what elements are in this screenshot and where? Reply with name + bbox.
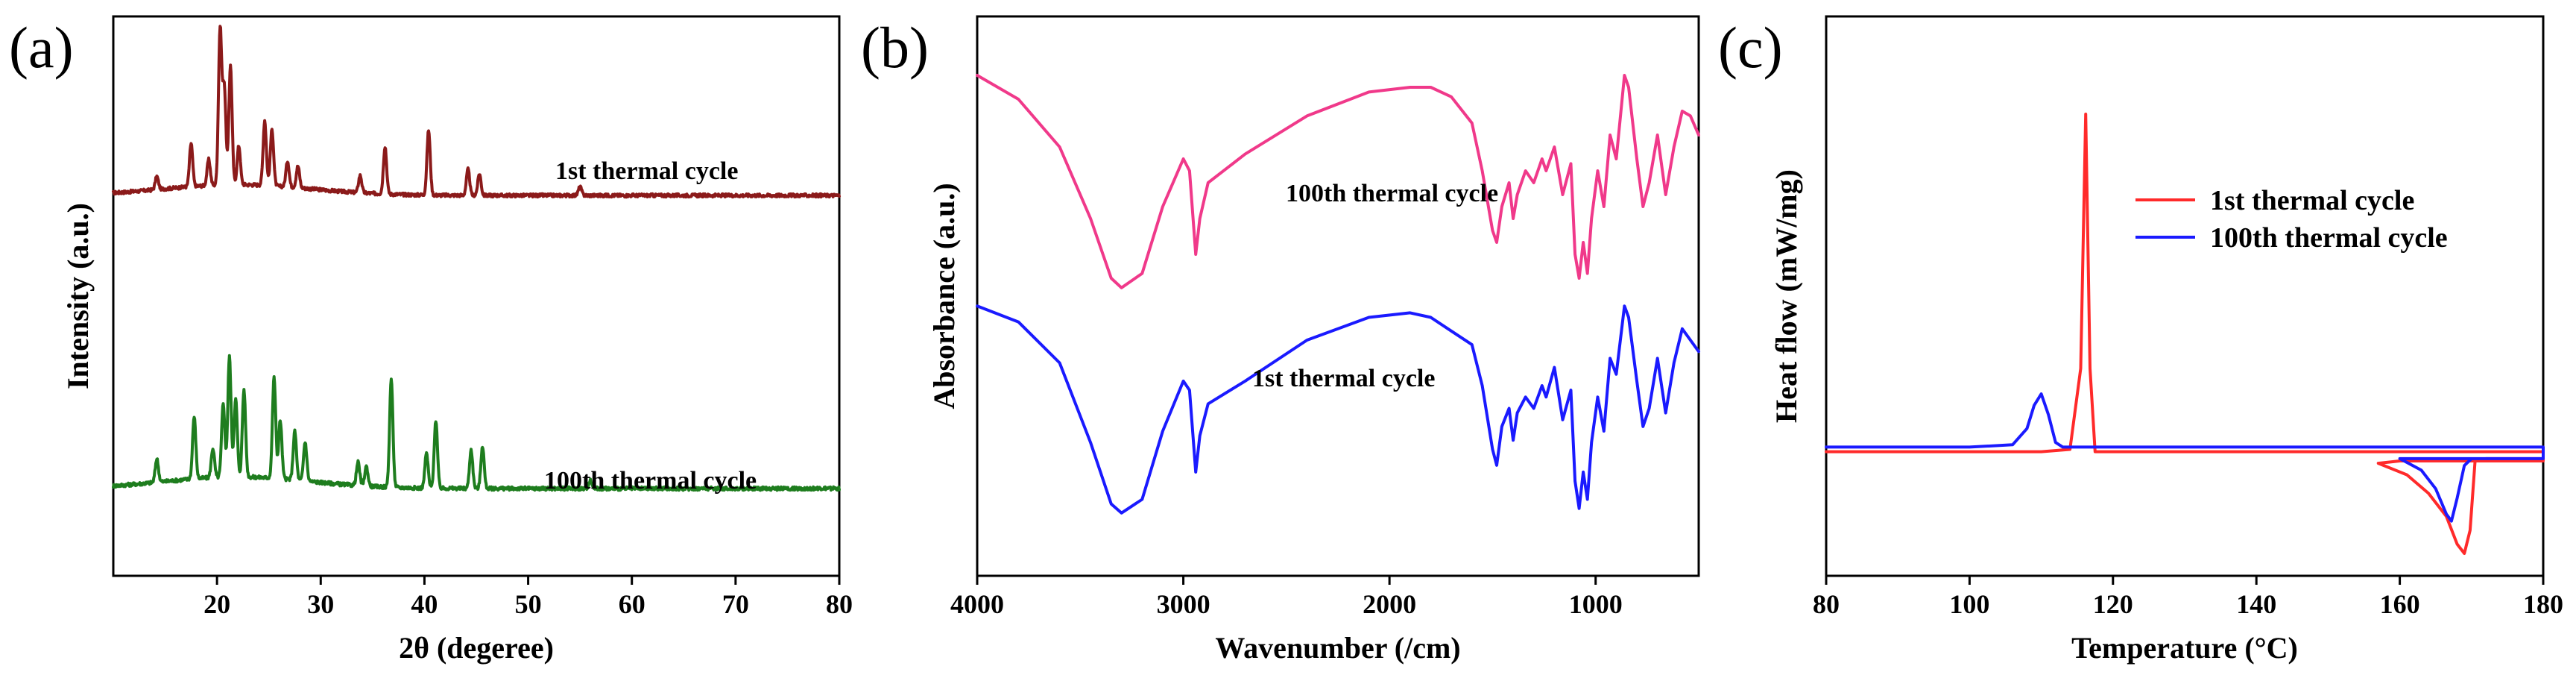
chart-panel-a: 20 30 40 50 60 70 80 1st thermal cycle 100th t…: [61, 15, 853, 665]
plot-frame-c: [1825, 15, 2545, 577]
panel-label-a: (a): [9, 15, 74, 80]
x-axis-title-b: Wavenumber (/cm): [1215, 631, 1460, 665]
a-x-tick-label: 40: [411, 589, 438, 619]
b-x-tick-label: 1000: [1569, 589, 1623, 619]
a-x-tick-label: 50: [515, 589, 542, 619]
y-axis-title-c: Heat flow (mW/mg): [1770, 169, 1803, 423]
legend-c: 1st thermal cycle 100th thermal cycle: [2135, 185, 2448, 254]
xrd-trace-1st: [112, 25, 841, 199]
a-x-tick-label: 30: [307, 589, 334, 619]
xrd-trace-100th: [112, 354, 841, 492]
y-axis-title-a: Intensity (a.u.): [61, 203, 95, 389]
ftir-trace-100th: [976, 74, 1700, 289]
x-axis-title-a: 2θ (degeree): [399, 631, 554, 665]
a-x-tick-label: 60: [619, 589, 645, 619]
c-x-tick-label: 140: [2236, 589, 2276, 619]
annotation-1st-cycle-a: 1st thermal cycle: [555, 157, 738, 185]
annotation-100th-cycle-a: 100th thermal cycle: [544, 467, 757, 495]
plot-frame-b: [976, 15, 1700, 577]
panel-label-b: (b): [861, 15, 929, 80]
c-x-tick-label: 180: [2523, 589, 2563, 619]
annotation-1st-cycle-b: 1st thermal cycle: [1252, 365, 1435, 392]
a-x-tick-label: 70: [722, 589, 749, 619]
b-x-tick-label: 3000: [1157, 589, 1210, 619]
ftir-trace-1st: [976, 304, 1700, 515]
a-x-tick-label: 20: [203, 589, 230, 619]
y-axis-title-b: Absorbance (a.u.): [927, 183, 961, 409]
plot-frame-a: [112, 15, 841, 577]
c-x-tick-label: 80: [1813, 589, 1840, 619]
b-x-tick-label: 4000: [950, 589, 1004, 619]
chart-panel-c: 80 100 120 140 160 180 1st thermal cycle 100t…: [1770, 15, 2563, 665]
dsc-trace-100th: [1825, 392, 2545, 523]
c-x-tick-label: 160: [2380, 589, 2420, 619]
x-axis-title-c: Temperature (°C): [2071, 631, 2298, 665]
dsc-trace-1st: [1825, 113, 2545, 555]
chart-panel-b: 4000 3000 2000 1000 100th thermal cycle 1st…: [927, 15, 1700, 665]
a-x-tick-label: 80: [826, 589, 853, 619]
c-x-tick-label: 120: [2093, 589, 2133, 619]
annotation-100th-cycle-b: 100th thermal cycle: [1286, 180, 1498, 207]
legend-label-1st: 1st thermal cycle: [2210, 185, 2414, 216]
legend-label-100th: 100th thermal cycle: [2210, 222, 2448, 254]
c-x-tick-label: 100: [1949, 589, 1989, 619]
b-x-tick-label: 2000: [1363, 589, 1416, 619]
panel-label-c: (c): [1718, 15, 1783, 80]
